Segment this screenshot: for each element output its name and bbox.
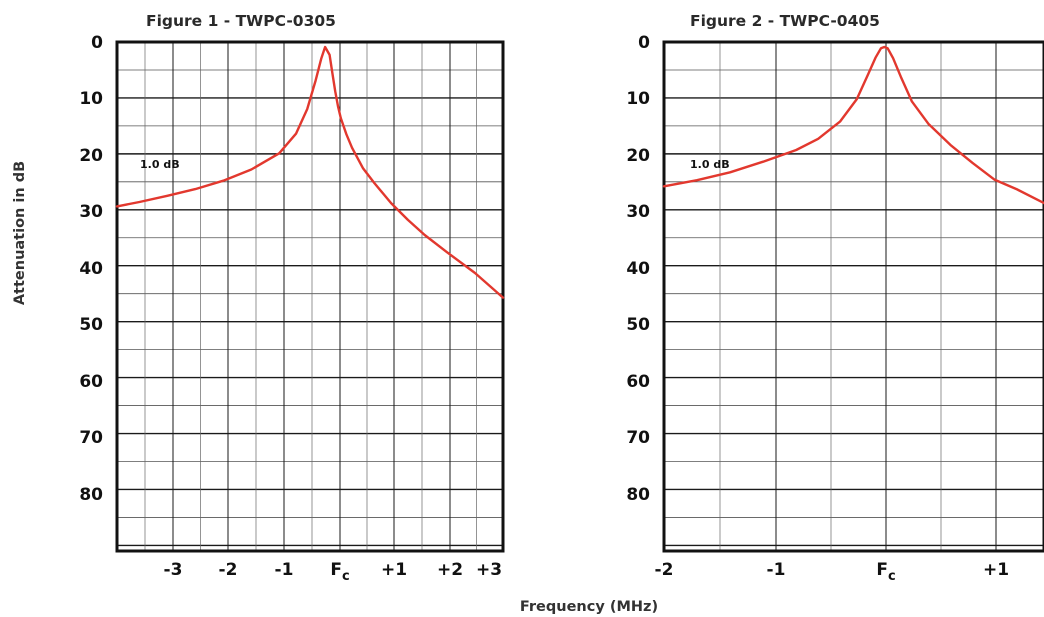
annotation-label: 1.0 dB <box>690 158 730 171</box>
x-tick-label: -2 <box>219 560 238 580</box>
grid <box>662 40 1044 553</box>
y-axis-label: Attenuation in dB <box>12 161 28 305</box>
y-tick-label: 70 <box>626 428 650 448</box>
x-tick-label: -3 <box>164 560 183 580</box>
x-tick-labels: -2 -1 Fc +1 <box>655 560 1009 584</box>
y-tick-label: 0 <box>638 33 650 53</box>
x-tick-label: -1 <box>767 560 786 580</box>
chart-title: Figure 1 - TWPC-0305 <box>146 12 336 30</box>
plot-frame <box>662 40 1044 553</box>
y-tick-label: 20 <box>626 146 650 166</box>
y-tick-label: 60 <box>626 372 650 392</box>
x-tick-labels: -3 -2 -1 Fc +1 +2 +3 <box>164 560 502 584</box>
y-tick-label: 30 <box>79 202 103 222</box>
x-tick-label: Fc <box>876 560 895 584</box>
x-tick-label: +2 <box>437 560 463 580</box>
x-tick-label: -2 <box>655 560 674 580</box>
y-tick-label: 80 <box>79 485 103 505</box>
chart-title: Figure 2 - TWPC-0405 <box>690 12 880 30</box>
y-tick-label: 80 <box>626 485 650 505</box>
y-tick-label: 10 <box>626 89 650 109</box>
series-lines <box>115 45 505 299</box>
attenuation-curve <box>662 45 1044 205</box>
attenuation-curve <box>115 45 505 299</box>
series-lines <box>662 45 1044 205</box>
y-tick-label: 70 <box>79 428 103 448</box>
x-tick-label: +1 <box>381 560 407 580</box>
x-tick-label: -1 <box>275 560 294 580</box>
y-tick-label: 40 <box>626 259 650 279</box>
chart-twpc-0405: Figure 2 - TWPC-0405 0 10 20 30 40 50 60 70 80 -… <box>626 12 1044 584</box>
y-tick-label: 40 <box>79 259 103 279</box>
y-tick-label: 50 <box>79 315 103 335</box>
x-tick-label: +1 <box>983 560 1009 580</box>
y-tick-label: 0 <box>91 33 103 53</box>
x-axis-label: Frequency (MHz) <box>520 599 658 615</box>
chart-twpc-0305: Figure 1 - TWPC-0305 0 10 20 30 40 50 60 70 80 -… <box>79 12 505 584</box>
x-tick-label: Fc <box>330 560 349 584</box>
grid <box>115 40 505 553</box>
x-tick-label: +3 <box>476 560 502 580</box>
y-tick-label: 20 <box>79 146 103 166</box>
y-tick-label: 10 <box>79 89 103 109</box>
y-tick-labels: 0 10 20 30 40 50 60 70 80 <box>626 33 650 505</box>
y-tick-label: 50 <box>626 315 650 335</box>
y-tick-label: 30 <box>626 202 650 222</box>
annotation-label: 1.0 dB <box>140 158 180 171</box>
y-tick-labels: 0 10 20 30 40 50 60 70 80 <box>79 33 103 505</box>
plot-frame <box>115 40 505 553</box>
y-tick-label: 60 <box>79 372 103 392</box>
